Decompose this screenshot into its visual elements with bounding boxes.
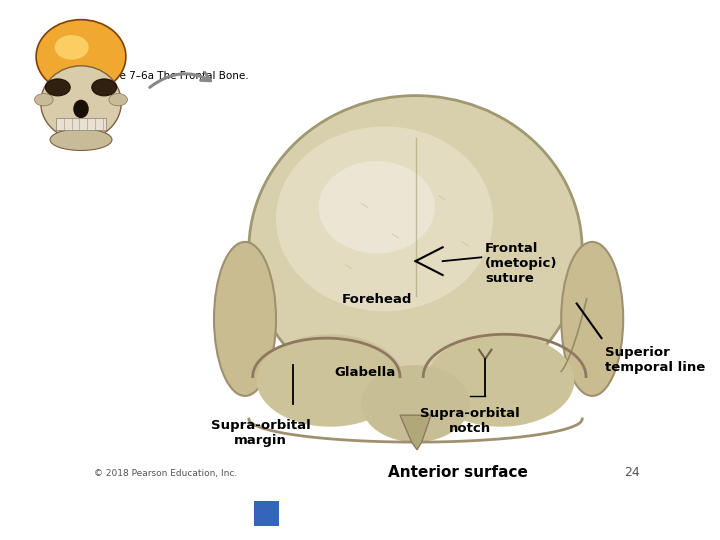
Text: Superior
temporal line: Superior temporal line bbox=[606, 346, 706, 374]
Ellipse shape bbox=[45, 79, 70, 96]
Text: Figure 7–6a The Frontal Bone.: Figure 7–6a The Frontal Bone. bbox=[94, 71, 248, 81]
Ellipse shape bbox=[55, 35, 89, 60]
Text: © 2018 Pearson Education, Inc.: © 2018 Pearson Education, Inc. bbox=[94, 469, 237, 478]
Text: Glabella: Glabella bbox=[335, 366, 396, 379]
Ellipse shape bbox=[249, 96, 582, 403]
Text: a: a bbox=[364, 466, 374, 480]
Ellipse shape bbox=[361, 365, 469, 442]
Text: 24: 24 bbox=[624, 467, 640, 480]
Polygon shape bbox=[400, 415, 431, 450]
Ellipse shape bbox=[256, 334, 404, 427]
Text: Supra-orbital
notch: Supra-orbital notch bbox=[420, 408, 520, 435]
Text: Forehead: Forehead bbox=[341, 293, 412, 306]
Ellipse shape bbox=[50, 129, 112, 151]
Ellipse shape bbox=[109, 93, 127, 106]
Text: Anterior surface: Anterior surface bbox=[388, 465, 528, 481]
Text: Frontal
(metopic)
suture: Frontal (metopic) suture bbox=[485, 242, 558, 285]
Ellipse shape bbox=[36, 19, 126, 93]
Ellipse shape bbox=[35, 93, 53, 106]
Ellipse shape bbox=[92, 79, 117, 96]
Ellipse shape bbox=[214, 242, 276, 396]
Text: Supra-orbital
margin: Supra-orbital margin bbox=[211, 419, 310, 447]
Ellipse shape bbox=[561, 242, 624, 396]
Ellipse shape bbox=[276, 126, 493, 311]
Ellipse shape bbox=[73, 100, 89, 118]
Bar bbox=[68, 69, 94, 87]
Bar bbox=[56, 118, 106, 131]
Ellipse shape bbox=[427, 334, 575, 427]
FancyArrowPatch shape bbox=[150, 72, 210, 87]
Ellipse shape bbox=[319, 161, 435, 253]
Ellipse shape bbox=[41, 66, 121, 140]
